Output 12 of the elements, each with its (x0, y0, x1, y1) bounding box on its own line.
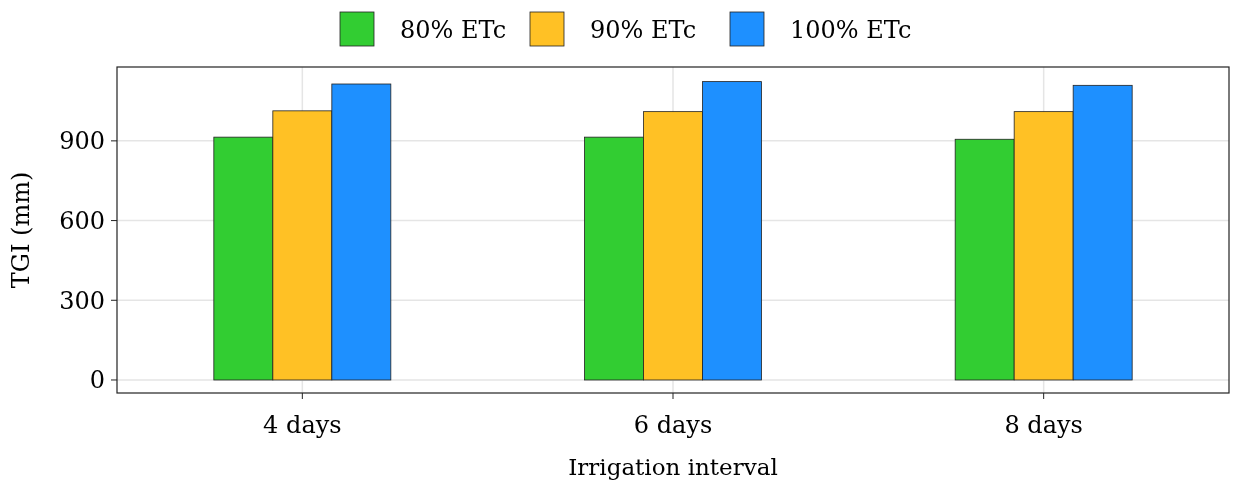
x-tick-label: 4 days (263, 411, 342, 439)
legend-label: 100% ETc (790, 16, 912, 44)
y-tick-label: 600 (59, 206, 105, 235)
y-axis-title: TGI (mm) (7, 171, 35, 289)
y-tick-label: 900 (59, 127, 105, 156)
x-axis-title: Irrigation interval (568, 454, 778, 480)
x-tick-label: 8 days (1004, 411, 1083, 439)
x-tick-label: 6 days (633, 411, 713, 439)
y-tick-label: 0 (89, 366, 105, 395)
legend-label: 90% ETc (590, 16, 697, 44)
y-tick-label: 300 (59, 286, 105, 315)
legend-label: 80% ETc (400, 16, 507, 44)
